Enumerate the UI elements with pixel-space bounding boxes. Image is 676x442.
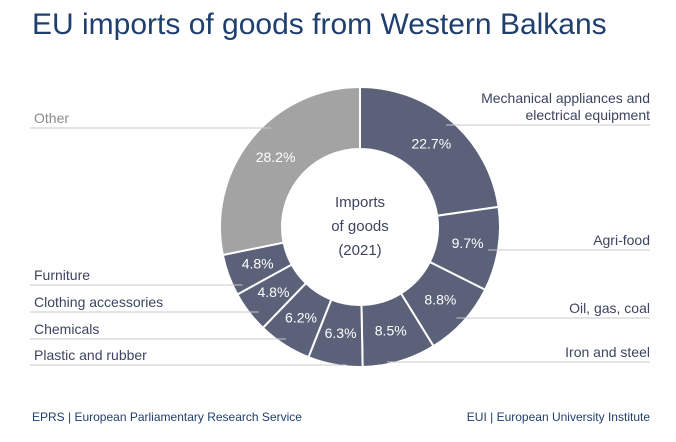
- value-label: 6.3%: [325, 325, 357, 341]
- value-label: 8.8%: [424, 291, 456, 307]
- value-label: 4.8%: [242, 255, 274, 271]
- center-label: of goods: [331, 218, 389, 235]
- category-label: Clothing accessories: [34, 294, 164, 310]
- center-label: (2021): [338, 242, 381, 259]
- footer-left: EPRS | European Parliamentary Research S…: [32, 410, 302, 424]
- category-label: Furniture: [34, 267, 91, 283]
- footer-right: EUI | European University Institute: [466, 410, 650, 424]
- chart-title: EU imports of goods from Western Balkans: [32, 8, 607, 41]
- category-label: Iron and steel: [565, 344, 650, 360]
- category-label: Mechanical appliances and electrical equ…: [481, 90, 650, 123]
- value-label: 22.7%: [411, 135, 451, 151]
- category-label: Plastic and rubber: [34, 347, 147, 363]
- center-label: Imports: [335, 194, 385, 211]
- value-label: 9.7%: [452, 235, 484, 251]
- category-label: Oil, gas, coal: [569, 300, 650, 316]
- category-label: Chemicals: [34, 321, 100, 337]
- category-label: Other: [34, 110, 70, 126]
- category-label: Agri-food: [593, 232, 650, 248]
- value-label: 28.2%: [256, 149, 296, 165]
- donut-slice: [219, 85, 361, 257]
- value-label: 6.2%: [285, 309, 317, 325]
- value-label: 4.8%: [257, 284, 289, 300]
- value-label: 8.5%: [375, 322, 407, 338]
- donut-slice: [359, 85, 500, 217]
